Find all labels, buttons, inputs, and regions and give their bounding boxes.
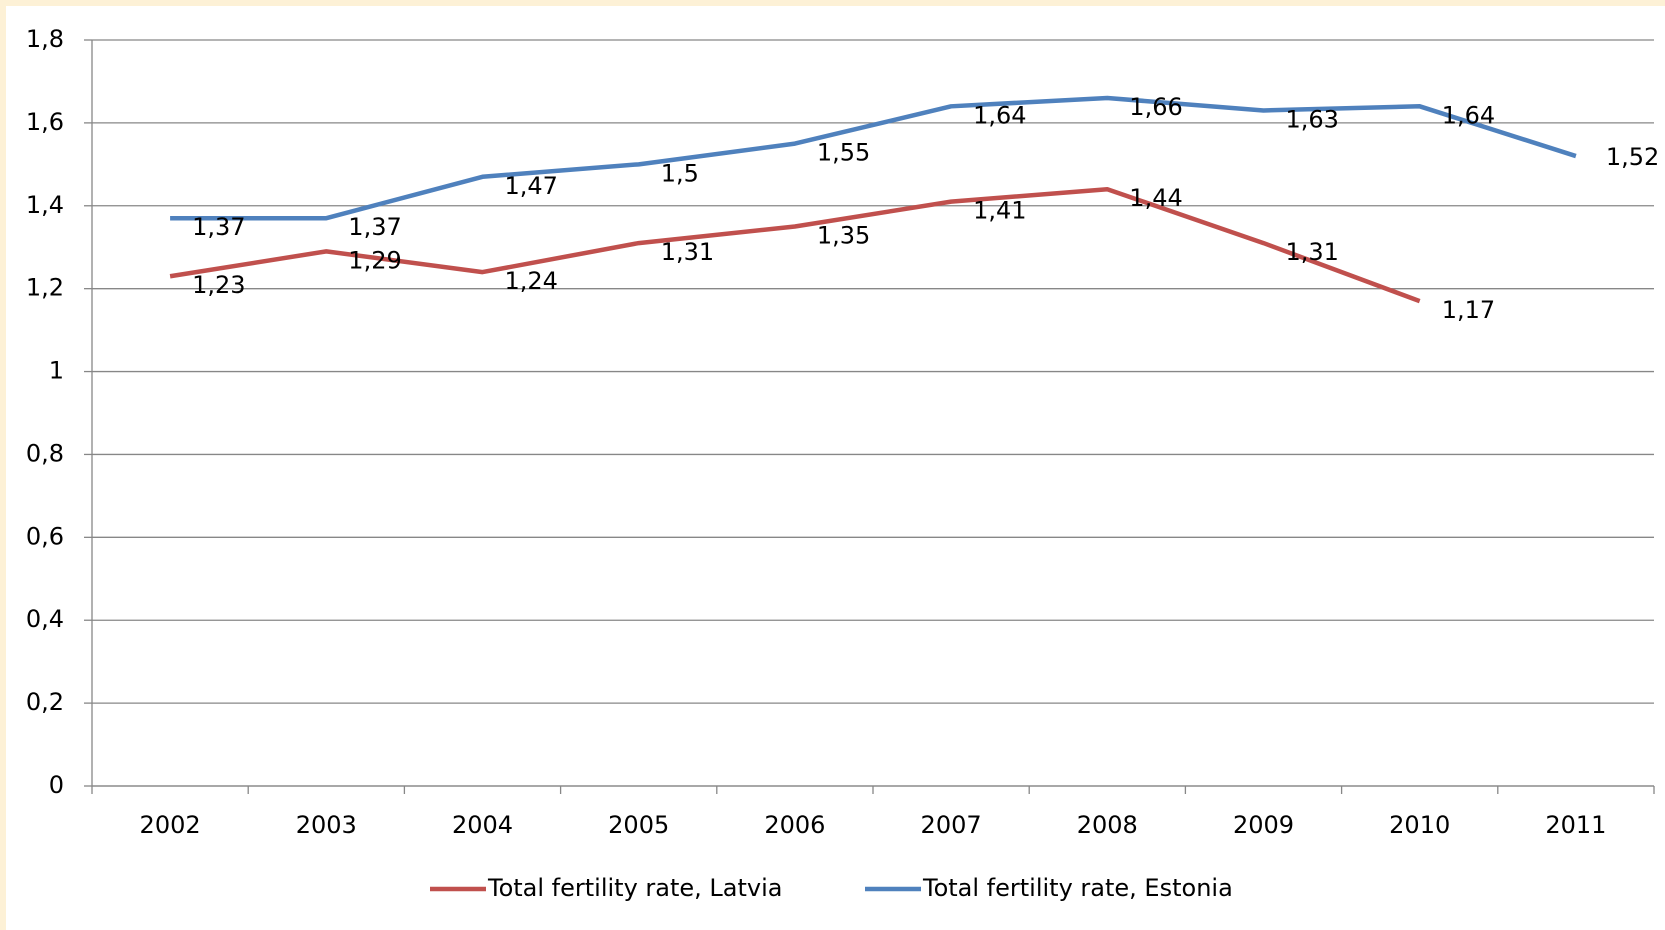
data-label: 1,23 (192, 271, 245, 299)
data-label: 1,29 (348, 246, 401, 274)
legend-label: Total fertility rate, Estonia (922, 874, 1233, 902)
data-label: 1,52 (1606, 143, 1659, 171)
x-tick-label: 2010 (1389, 811, 1450, 839)
data-label: 1,17 (1442, 296, 1495, 324)
x-tick-label: 2002 (140, 811, 201, 839)
y-tick-label: 1,8 (26, 25, 64, 53)
data-label: 1,31 (661, 238, 714, 266)
y-tick-label: 0,8 (26, 439, 64, 467)
data-label: 1,66 (1129, 93, 1182, 121)
chart-area (6, 6, 1665, 930)
x-tick-label: 2008 (1077, 811, 1138, 839)
data-label: 1,35 (817, 222, 870, 250)
legend-label: Total fertility rate, Latvia (487, 874, 783, 902)
data-label: 1,31 (1286, 238, 1339, 266)
data-label: 1,24 (505, 267, 558, 295)
x-tick-label: 2007 (921, 811, 982, 839)
data-label: 1,64 (973, 101, 1026, 129)
series-line (169, 186, 1421, 304)
x-tick-label: 2003 (296, 811, 357, 839)
x-tick-label: 2009 (1233, 811, 1294, 839)
data-label: 1,64 (1442, 101, 1495, 129)
x-tick-label: 2005 (608, 811, 669, 839)
y-tick-label: 1 (49, 357, 64, 385)
y-tick-label: 0 (49, 771, 64, 799)
data-label: 1,41 (973, 197, 1026, 225)
y-tick-label: 0,2 (26, 688, 64, 716)
data-label: 1,55 (817, 139, 870, 167)
y-tick-label: 1,6 (26, 108, 64, 136)
y-tick-label: 0,4 (26, 605, 64, 633)
data-label: 1,44 (1129, 184, 1182, 212)
data-label: 1,5 (661, 159, 699, 187)
x-tick-label: 2011 (1545, 811, 1606, 839)
data-label: 1,63 (1286, 105, 1339, 133)
x-tick-label: 2004 (452, 811, 513, 839)
series-line (170, 95, 1577, 221)
data-label: 1,37 (192, 213, 245, 241)
data-label: 1,47 (505, 172, 558, 200)
y-tick-label: 0,6 (26, 522, 64, 550)
data-label: 1,37 (348, 213, 401, 241)
x-tick-label: 2006 (764, 811, 825, 839)
y-tick-label: 1,4 (26, 191, 64, 219)
y-tick-label: 1,2 (26, 274, 64, 302)
